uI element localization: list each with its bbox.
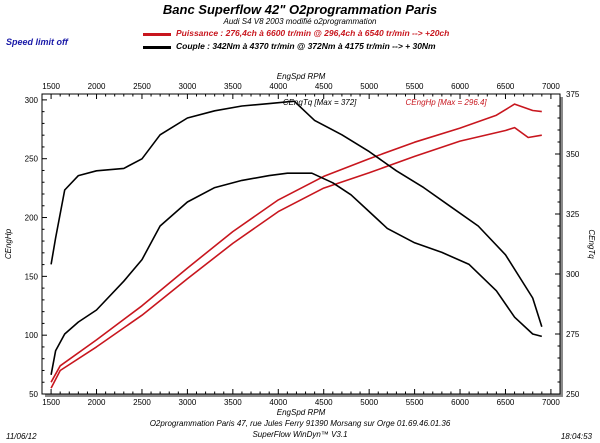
chart-subtitle: Audi S4 V8 2003 modifié o2programmation [223,17,377,26]
x-tick-label-top: 4000 [269,82,287,91]
x-tick-label-bottom: 2000 [88,398,106,407]
x-tick-label-bottom: 1500 [42,398,60,407]
series-group [50,100,543,389]
x-tick-label-bottom: 6500 [497,398,515,407]
x-ticks-top: 1500 2000 2500 3000 3500 4000 4500 5000 5500 6000… [41,82,561,99]
x-tick-label-top: 2000 [88,82,106,91]
torque-max-annotation: CEngTq [Max = 372] [283,98,357,107]
x-tick-label-top: 6500 [497,82,515,91]
x-axis-label-top: EngSpd RPM [277,72,326,81]
y-right-tick-label: 275 [566,330,580,339]
y-right-tick-label: 325 [566,210,580,219]
y-axis-label-right: CEngTq [587,229,596,259]
x-axis-label-bottom: EngSpd RPM [277,408,326,417]
y-left-tick-label: 300 [25,96,39,105]
x-tick-label-top: 5000 [360,82,378,91]
legend-power-label: Puissance : 276,4ch à 6600 tr/min @ 296,… [176,28,450,38]
plot-area [41,93,561,395]
speed-limit-label: Speed limit off [6,37,68,47]
y-left-tick-label: 200 [25,214,39,223]
y-left-tick-label: 150 [25,272,39,281]
x-tick-label-top: 1500 [42,82,60,91]
x-tick-label-top: 4500 [315,82,333,91]
footer-time: 18:04:53 [560,432,592,441]
x-tick-label-bottom: 5500 [406,398,424,407]
chart-title: Banc Superflow 42" O2programmation Paris [162,2,438,17]
footer-address: O2programmation Paris 47, rue Jules Ferr… [149,419,451,428]
footer-date: 11/06/12 [6,432,37,441]
power-max-annotation: CEngHp [Max = 296.4] [406,98,488,107]
x-tick-label-bottom: 4000 [269,398,287,407]
x-tick-label-top: 6000 [451,82,469,91]
y-right-tick-label: 350 [566,150,580,159]
x-tick-label-top: 3000 [179,82,197,91]
x-tick-label-top: 5500 [406,82,424,91]
y-left-tick-label: 250 [25,155,39,164]
x-tick-label-top: 7000 [542,82,560,91]
legend-power-swatch [143,33,171,36]
series-line-4 [50,172,543,375]
y-axis-label-left: CEngHp [4,228,13,259]
y-left-tick-label: 50 [29,390,38,399]
x-tick-label-bottom: 3500 [224,398,242,407]
y-ticks-left: 50 100 150 200 250 300 [25,96,47,399]
x-tick-label-bottom: 5000 [360,398,378,407]
series-line-2 [50,126,542,389]
footer-software: SuperFlow WinDyn™ V3.1 [252,430,348,439]
y-right-tick-label: 250 [566,390,580,399]
y-left-tick-label: 100 [25,331,39,340]
series-line-3 [50,100,543,328]
y-right-tick-label: 300 [566,270,580,279]
x-tick-label-bottom: 2500 [133,398,151,407]
series-line-1 [50,103,542,383]
plot-frame [41,93,563,397]
x-tick-label-top: 2500 [133,82,151,91]
x-tick-label-bottom: 7000 [542,398,560,407]
y-right-tick-label: 375 [566,90,580,99]
x-tick-label-bottom: 3000 [179,398,197,407]
x-tick-label-bottom: 4500 [315,398,333,407]
x-tick-label-bottom: 6000 [451,398,469,407]
legend-torque-label: Couple : 342Nm à 4370 tr/min @ 372Nm à 4… [176,41,436,51]
x-tick-label-top: 3500 [224,82,242,91]
legend-torque-swatch [143,46,171,49]
x-ticks-bottom: 1500 2000 2500 3000 3500 4000 4500 5000 5500 6000… [41,389,561,407]
y-ticks-right: 250 275 300 325 350 375 [555,90,580,399]
